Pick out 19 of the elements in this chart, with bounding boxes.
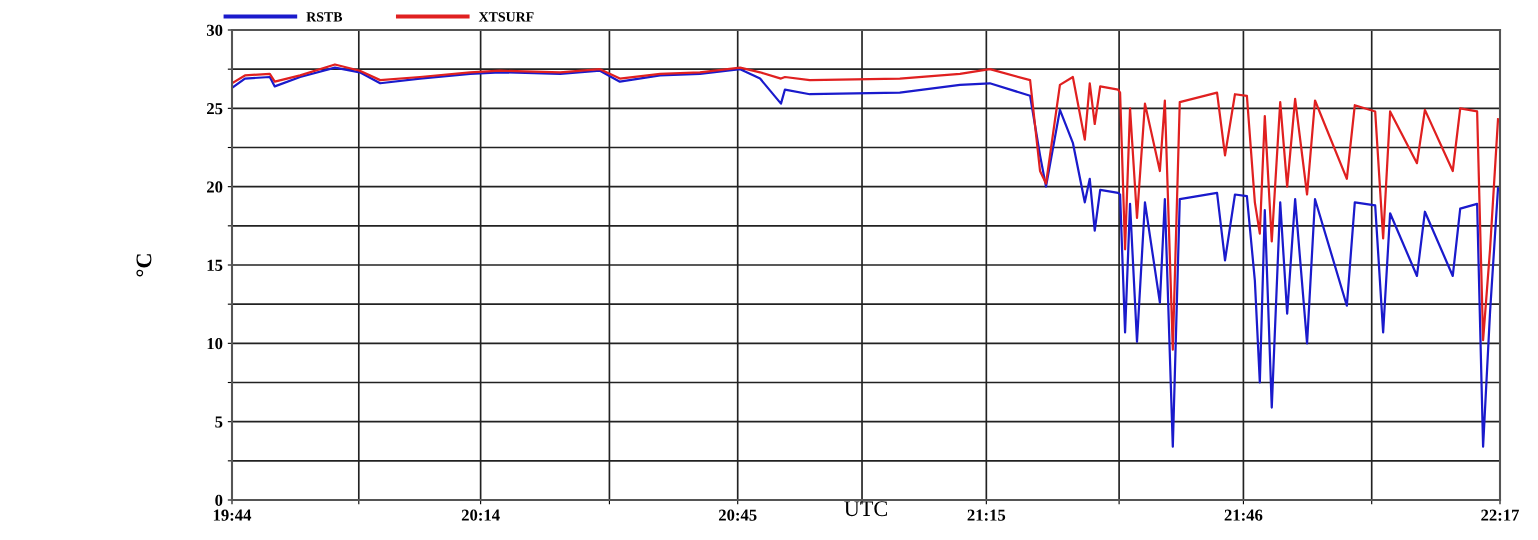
y-tick-label: 25 [207,103,223,115]
x-axis-title: UTC [844,501,887,517]
y-tick-label: 0 [215,494,223,506]
x-tick-label: 20:45 [718,509,757,521]
y-tick-label: 5 [215,416,223,428]
line-series [232,63,1500,351]
y-tick-label: 10 [207,338,223,350]
legend-label: XTSURF [478,12,534,22]
line-series [232,66,1500,448]
x-tick-label: 20:14 [461,509,500,521]
y-axis-title: °C [136,254,152,277]
x-tick-label: 21:46 [1224,509,1263,521]
y-tick-label: 15 [207,259,223,271]
y-tick-label: 20 [207,181,223,193]
x-tick-label: 22:17 [1481,509,1520,521]
x-tick-label: 21:15 [967,509,1006,521]
y-tick-label: 30 [206,24,223,36]
x-tick-label: 19:44 [213,509,252,521]
legend-label: RSTB [306,12,343,22]
